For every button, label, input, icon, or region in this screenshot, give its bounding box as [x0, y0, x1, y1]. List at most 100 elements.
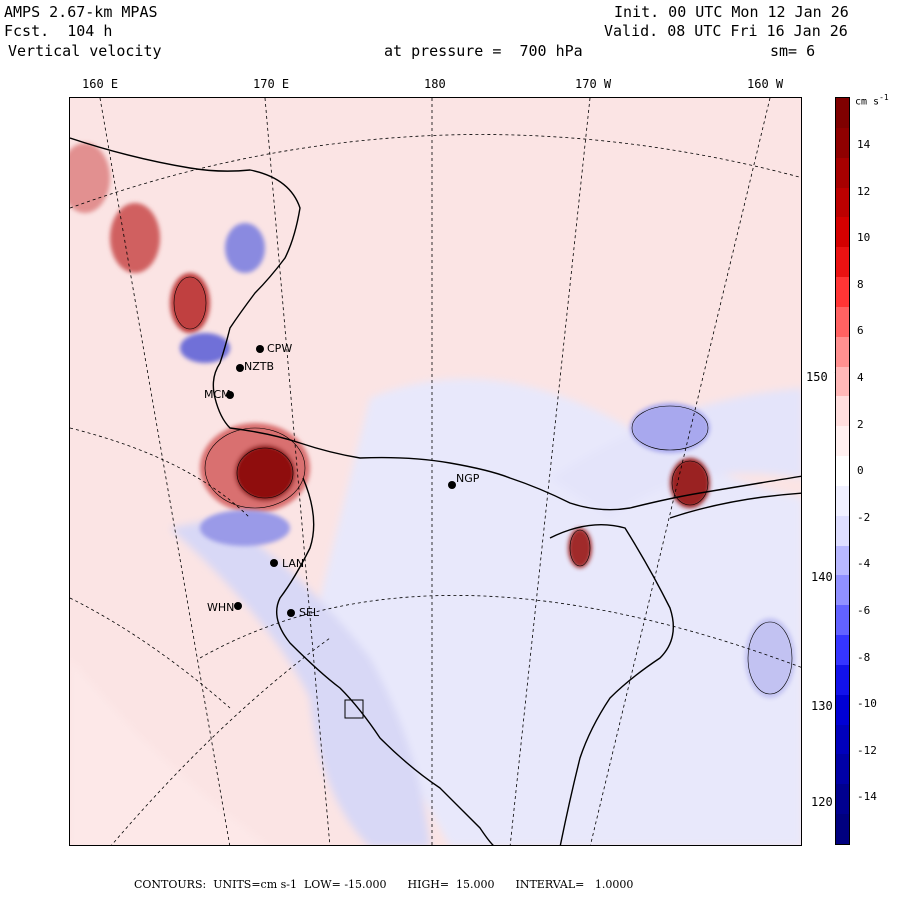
station-label-cpw: CPW: [267, 342, 293, 355]
smoothing: sm= 6: [770, 42, 816, 60]
colorbar-segment: [836, 98, 849, 129]
colorbar-segment: [836, 247, 849, 278]
contour: [173, 276, 207, 330]
colorbar-segment: [836, 575, 849, 606]
positive-cores: [70, 143, 710, 568]
station-dot-mcm: [226, 391, 234, 399]
parallel-line: [70, 134, 801, 209]
colorbar-tick-label: 6: [857, 324, 864, 338]
coastlines: [70, 137, 801, 845]
colorbar-unit: cm s-1: [855, 93, 889, 107]
colorbar-tick-label: -12: [857, 743, 877, 757]
colorbar-segment: [836, 485, 849, 517]
colorbar-tick-label: 8: [857, 277, 864, 291]
colorbar-tick-label: 12: [857, 184, 871, 198]
shade-region: [745, 618, 795, 698]
colorbar-tick-label: -4: [857, 557, 871, 571]
field-name: Vertical velocity: [8, 42, 162, 60]
station-label-mcm: MCM: [204, 388, 231, 401]
shade-region: [70, 143, 110, 213]
colorbar-tick-label: 0: [857, 464, 864, 478]
station-dot-cpw: [256, 345, 264, 353]
pressure-level: at pressure = 700 hPa: [384, 42, 583, 60]
lon-label-170w: 170 W: [575, 77, 612, 91]
vertical-velocity-field: [70, 98, 801, 845]
shade-region: [225, 223, 265, 273]
meridian-line: [590, 98, 771, 845]
station-dot-whn: [234, 602, 242, 610]
shade-region: [170, 273, 210, 333]
colorbar-unit-exponent: -1: [879, 93, 889, 102]
station-label-lan: LAN: [282, 557, 305, 570]
contour-info: CONTOURS: UNITS=cm s-1 LOW= -15.000 HIGH…: [134, 878, 634, 891]
colorbar-segment: [836, 515, 849, 547]
colorbar-unit-text: cm s: [855, 96, 880, 108]
contour: [671, 460, 709, 506]
colorbar-tick-label: -14: [857, 790, 877, 804]
station-label-ngp: NGP: [456, 472, 480, 485]
colorbar-segment: [836, 605, 849, 636]
station-dot-ngp: [448, 481, 456, 489]
meridian-line: [264, 98, 331, 845]
colorbar-segment: [836, 784, 849, 815]
map-panel: [69, 97, 802, 846]
coast-line: [549, 523, 674, 845]
colorbar-segment: [836, 157, 849, 188]
colorbar-segment: [836, 635, 849, 666]
parallel-line: [199, 595, 801, 668]
colorbar-segment: [836, 814, 849, 845]
colorbar-segment: [836, 396, 849, 427]
colorbar-segment: [836, 127, 849, 159]
colorbar-tick-label: 4: [857, 371, 864, 384]
colorbar-segment: [836, 664, 849, 696]
contour: [747, 621, 793, 695]
shade-region: [630, 403, 710, 453]
colorbar-tick-label: -2: [857, 510, 871, 524]
parallel-line: [111, 637, 331, 845]
negative-cores: [180, 223, 795, 698]
meridian-line: [99, 98, 231, 845]
shade-region: [550, 388, 801, 518]
colorbar-tick-label: -8: [857, 650, 871, 664]
shade-region: [180, 333, 230, 363]
lon-label-180: 180: [424, 77, 446, 91]
graticule: [70, 98, 801, 845]
colorbar-segment: [836, 187, 849, 218]
shade-region: [200, 510, 290, 546]
contour: [569, 529, 591, 567]
station-dot-sel: [287, 609, 295, 617]
coast-line: [669, 492, 801, 519]
contour-lines: [173, 276, 793, 695]
shade-region: [235, 445, 295, 501]
coast-line: [276, 477, 494, 845]
lon-label-160e: 160 E: [82, 77, 119, 91]
colorbar-segment: [836, 366, 849, 397]
shade-region: [110, 203, 160, 273]
colorbar-segment: [836, 306, 849, 338]
station-box: [344, 699, 364, 719]
colorbar: [835, 97, 850, 845]
forecast-hour: Fcst. 104 h: [4, 22, 113, 40]
shade-region: [170, 518, 430, 845]
init-time: Init. 00 UTC Mon 12 Jan 26: [614, 3, 849, 21]
coast-line: [70, 137, 801, 511]
model-title: AMPS 2.67-km MPAS: [4, 3, 158, 21]
colorbar-tick-label: 10: [857, 231, 871, 245]
colorbar-tick-label: -10: [857, 697, 877, 711]
lon-label-170e: 170 E: [253, 77, 290, 91]
colorbar-segment: [836, 336, 849, 368]
colorbar-segment: [836, 217, 849, 248]
station-dot-nztb: [236, 364, 244, 372]
valid-time: Valid. 08 UTC Fri 16 Jan 26: [604, 22, 848, 40]
shade-region: [568, 528, 592, 568]
contour: [236, 447, 294, 499]
colorbar-tick-label: 14: [857, 138, 871, 151]
colorbar-tick-label: 2: [857, 417, 864, 431]
station-label-sel: SEL: [299, 606, 320, 619]
station-label-whn: WHN: [207, 601, 235, 614]
station-markers: [226, 345, 456, 617]
shade-region: [670, 458, 710, 508]
station-label-nztb: NZTB: [244, 360, 275, 373]
parallel-line: [70, 427, 251, 519]
contour: [631, 405, 709, 451]
